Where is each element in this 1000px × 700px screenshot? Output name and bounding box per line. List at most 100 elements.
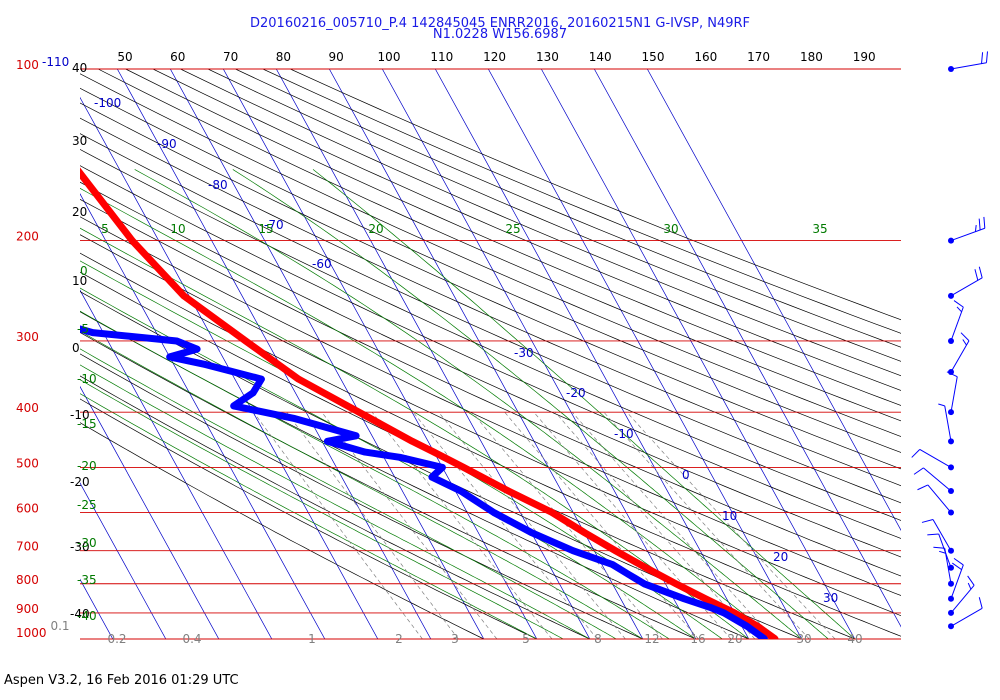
isotherm-label: -30 <box>514 346 534 360</box>
wind-barb <box>913 467 954 495</box>
mixing-ratio-label: 16 <box>690 632 705 646</box>
dewpoint-point <box>457 487 465 495</box>
dry-adiabat-line <box>80 398 537 639</box>
mixing-ratio-label: 3 <box>451 632 459 646</box>
isotherm-line <box>275 69 591 639</box>
temperature-point <box>505 487 512 495</box>
theta-label: -20 <box>70 475 90 489</box>
wind-barb <box>948 300 964 344</box>
isotherm-label: -90 <box>157 137 177 151</box>
mixing-ratio-label: 40 <box>847 632 862 646</box>
dewpoint-point <box>249 389 257 397</box>
temperature-point <box>460 464 467 471</box>
isotherm-line <box>80 482 167 639</box>
moist-adiabat-label: -40 <box>77 609 97 623</box>
temperature-point <box>642 564 650 572</box>
dewpoint-point <box>396 454 404 461</box>
dry-adiabat-line <box>125 69 901 406</box>
top-axis-label: 160 <box>694 50 717 64</box>
mixing-ratio-label: 5 <box>522 632 530 646</box>
dry-adiabat-line <box>80 311 749 639</box>
dry-adiabat-line <box>80 353 643 639</box>
wind-barb <box>948 216 986 244</box>
wind-barb-flag <box>962 339 967 346</box>
wind-barb-flag <box>967 575 975 586</box>
sounding-profiles <box>10 167 779 639</box>
temperature-point <box>430 448 438 456</box>
moist-adiabat-label: 25 <box>505 222 520 236</box>
top-axis-label: 190 <box>853 50 876 64</box>
wind-barb-flag <box>978 597 983 609</box>
wind-barb-flag <box>913 467 924 475</box>
wind-barb-staff <box>950 306 964 342</box>
moist-adiabat-label: -10 <box>77 372 97 386</box>
mixing-ratio-label: 30 <box>796 632 811 646</box>
wind-barb-staff <box>932 519 952 551</box>
wind-barb-flag <box>911 449 921 458</box>
dewpoint-point <box>10 272 17 279</box>
wind-barb-staff <box>944 405 952 442</box>
isotherm-line <box>381 69 697 639</box>
moist-adiabat-label: 15 <box>258 222 273 236</box>
dewpoint-point <box>490 509 498 516</box>
wind-barb <box>933 546 954 587</box>
wind-barb-flag <box>981 52 984 64</box>
dewpoint-point <box>202 361 209 368</box>
top-axis-label: 60 <box>170 50 185 64</box>
wind-barb <box>921 519 954 554</box>
dry-adiabat-line <box>80 73 901 437</box>
moist-adiabat-line <box>80 260 723 639</box>
wind-barb-staff <box>950 376 958 413</box>
moist-adiabat-label: 20 <box>368 222 383 236</box>
wind-barb-flag <box>983 216 986 229</box>
isotherm-line <box>487 69 803 639</box>
moist-adiabat-line <box>80 310 670 639</box>
dewpoint-point <box>706 604 714 611</box>
isotherm-label: 0 <box>682 468 690 482</box>
moist-adiabat-line <box>80 364 590 639</box>
top-axis-label: 170 <box>747 50 770 64</box>
wind-barb-flag <box>938 403 945 407</box>
dewpoint-point <box>230 402 237 410</box>
moist-adiabat-line <box>312 169 856 639</box>
moist-adiabat-line <box>80 393 537 639</box>
moist-adiabat-label: -15 <box>77 417 97 431</box>
top-axis-label: 140 <box>589 50 612 64</box>
temperature-point <box>754 623 761 630</box>
dry-adiabat-line <box>80 102 901 470</box>
dry-adiabat-line <box>80 271 855 639</box>
wind-barb-flag <box>917 484 929 491</box>
pressure-label: 1000 <box>16 626 47 640</box>
moist-adiabat-label: 35 <box>812 222 827 236</box>
dry-adiabat-line <box>97 69 901 422</box>
wind-barb-staff <box>950 564 964 599</box>
mixing-ratio-label: 20 <box>727 632 742 646</box>
wind-barb-flag <box>953 557 964 566</box>
wind-barb-staff <box>950 607 983 627</box>
dry-adiabat-line <box>80 252 901 637</box>
wind-barb-staff <box>944 548 952 584</box>
isotherm-line <box>434 69 750 639</box>
top-left-isotherm-label: -110 <box>42 55 69 69</box>
temperature-point <box>128 237 136 244</box>
temperature-point <box>242 337 249 345</box>
moist-adiabat-line <box>80 187 776 639</box>
mixing-ratio-label: 0.1 <box>50 619 69 633</box>
chart-title-line1: D20160216_005710_P.4 142845045 ENRR2016,… <box>250 16 750 31</box>
dewpoint-point <box>352 432 360 440</box>
dry-adiabat-line <box>80 117 901 487</box>
wind-barb <box>948 575 975 616</box>
wind-barb-staff <box>927 484 952 513</box>
mixing-ratio-label: 12 <box>644 632 659 646</box>
moist-adiabat-label: -20 <box>77 459 97 473</box>
wind-barb-staff <box>950 340 970 373</box>
dewpoint-point <box>193 345 201 353</box>
dewpoint-point <box>89 329 96 336</box>
isotherm-line <box>80 289 273 639</box>
temperature-point <box>80 167 81 171</box>
theta-label: 30 <box>72 134 87 148</box>
wind-barb-flag <box>927 533 939 536</box>
dewpoint-point <box>258 375 265 383</box>
wind-barb-staff <box>950 62 987 70</box>
